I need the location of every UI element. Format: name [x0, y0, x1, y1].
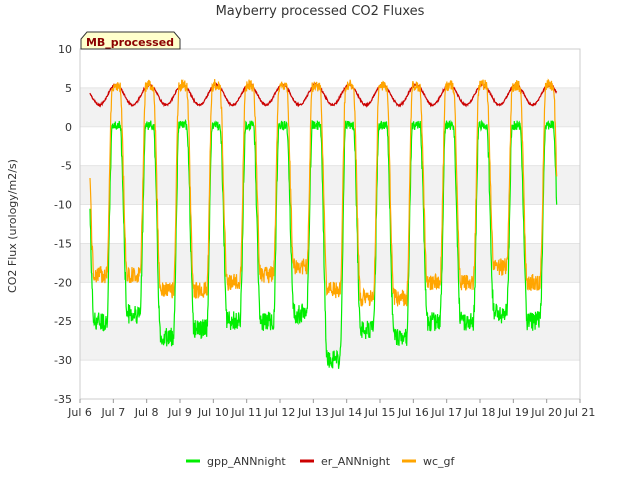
mb-processed-badge: MB_processed: [80, 31, 181, 50]
series-wc-gf: [89, 78, 558, 307]
legend: gpp_ANNnight er_ANNnight wc_gf: [186, 455, 456, 468]
x-tick-label: Jul 20: [530, 406, 562, 419]
y-tick-labels: 10 5 0 -5 -10 -15 -20 -25 -30 -35: [54, 43, 72, 406]
x-tick-label: Jul 6: [67, 406, 92, 419]
y-tick-label: -5: [61, 160, 72, 173]
x-tick-label: Jul 12: [264, 406, 296, 419]
x-tick-label: Jul 19: [497, 406, 529, 419]
y-tick-label: 5: [65, 82, 72, 95]
y-axis-label: CO2 Flux (urology/m2/s): [6, 159, 19, 293]
legend-label-wc_gf: wc_gf: [423, 455, 456, 468]
legend-label-gpp_ANNnight: gpp_ANNnight: [207, 455, 286, 468]
x-tick-label: Jul 15: [364, 406, 396, 419]
x-tick-label: Jul 13: [297, 406, 329, 419]
x-tick-label: Jul 16: [397, 406, 429, 419]
x-tick-label: Jul 14: [330, 406, 362, 419]
y-tick-label: -20: [54, 276, 72, 289]
y-tick-label: -25: [54, 315, 72, 328]
x-tick-label: Jul 21: [564, 406, 596, 419]
x-tick-label: Jul 7: [100, 406, 125, 419]
series-lines: [89, 78, 558, 369]
plot-area-frame: [79, 48, 581, 400]
y-tick-label: -10: [54, 199, 72, 212]
x-tick-label: Jul 17: [430, 406, 462, 419]
band--10: [80, 165, 580, 205]
y-tick-label: 10: [58, 43, 72, 56]
band-0: [80, 87, 580, 127]
y-tick-label: -15: [54, 237, 72, 250]
x-tick-label: Jul 8: [134, 406, 159, 419]
chart-title: Mayberry processed CO2 Fluxes: [216, 4, 425, 19]
x-tick-label: Jul 18: [464, 406, 496, 419]
y-tick-label: -30: [54, 354, 72, 367]
y-tick-label: -35: [54, 393, 72, 406]
x-tick-label: Jul 9: [167, 406, 192, 419]
x-tick-label: Jul 10: [197, 406, 229, 419]
x-tick-label: Jul 11: [230, 406, 262, 419]
x-tick-labels: Jul 6 Jul 7 Jul 8 Jul 9 Jul 10 Jul 11 Jul 12 Ju…: [67, 399, 595, 419]
legend-label-er_ANNnight: er_ANNnight: [321, 455, 391, 468]
y-tick-label: 0: [65, 121, 72, 134]
badge-label: MB_processed: [86, 36, 174, 49]
series-gpp-ANNnight: [89, 119, 558, 369]
badge-shape: [80, 31, 181, 50]
